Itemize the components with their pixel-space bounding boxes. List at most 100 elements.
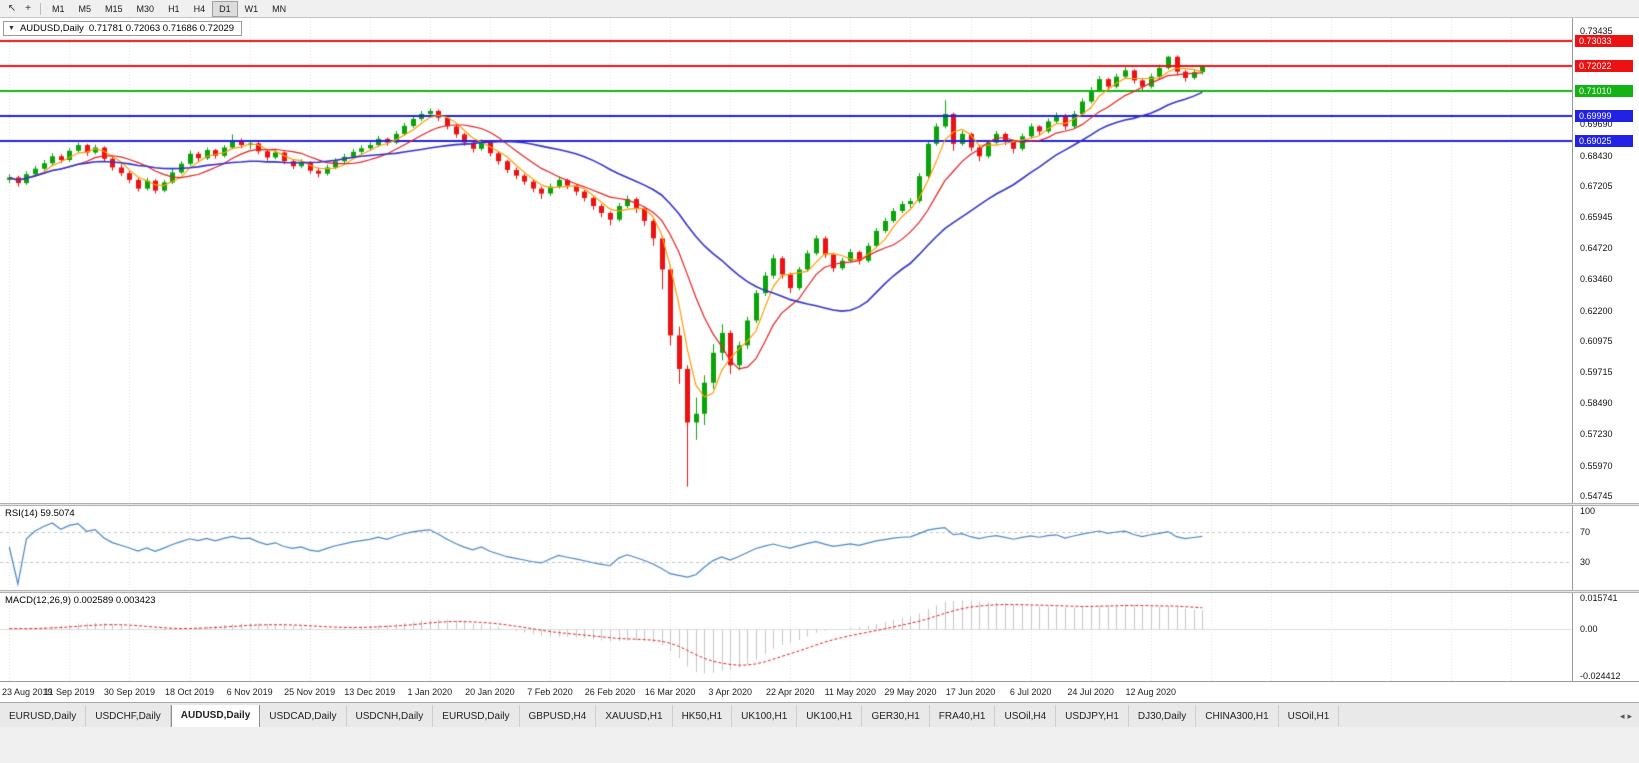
- macd-tick: 0.015741: [1580, 593, 1618, 603]
- price-tick: 0.64720: [1580, 242, 1613, 253]
- rsi-tick: 70: [1580, 527, 1591, 538]
- symbol-dropdown-icon[interactable]: ▼: [8, 25, 15, 32]
- date-label: 11 Sep 2019: [44, 687, 95, 697]
- timeframe-button-w1[interactable]: W1: [244, 3, 259, 14]
- tab-scroll-right-icon[interactable]: ▸: [1627, 710, 1632, 721]
- price-panel: 0.73435 0.69690 0.68430 0.67205 0.65945 0.647…: [0, 18, 1639, 503]
- date-label: 6 Jul 2020: [1009, 687, 1052, 697]
- macd-tick: -0.024412: [1580, 671, 1621, 681]
- price-tick: 0.55970: [1580, 460, 1613, 471]
- macd-axis[interactable]: 0.015741 0.00 -0.024412: [1572, 593, 1639, 681]
- chart-ohlc-values: 0.71781 0.72063 0.71686 0.72029: [88, 23, 235, 34]
- rsi-label: RSI(14) 59.5074: [5, 508, 75, 519]
- timeframe-button-m30[interactable]: M30: [136, 3, 155, 14]
- chart-tab[interactable]: AUDUSD,Daily: [170, 705, 261, 727]
- date-label: 29 May 2020: [884, 687, 937, 697]
- chart-tab[interactable]: GBPUSD,H4: [520, 705, 597, 727]
- chart-tab[interactable]: USDJPY,H1: [1056, 705, 1129, 727]
- chart-tab[interactable]: USOil,H4: [995, 705, 1057, 727]
- timeframe-button-m5[interactable]: M5: [78, 3, 92, 14]
- price-tick: 0.62200: [1580, 305, 1613, 316]
- chart-tab[interactable]: XAUUSD,H1: [596, 705, 673, 727]
- chart-tab[interactable]: DJ30,Daily: [1129, 705, 1197, 727]
- price-tick: 0.63460: [1580, 274, 1613, 285]
- chart-window: 0.73435 0.69690 0.68430 0.67205 0.65945 0.647…: [0, 18, 1639, 702]
- timeframe-buttons: M1 M5 M15 M30 H1 H4 D1 W1 MN: [45, 0, 293, 17]
- price-tick: 0.68430: [1580, 150, 1613, 161]
- price-line-label: 0.73033: [1575, 35, 1633, 47]
- date-label: 12 Aug 2020: [1125, 687, 1177, 697]
- date-label: 20 Jan 2020: [465, 687, 515, 697]
- chart-tab[interactable]: GER30,H1: [862, 705, 930, 727]
- timeframe-toolbar: ↖ + M1 M5 M15 M30 H1 H4 D1 W1 MN: [0, 0, 1639, 18]
- timeframe-button-h4[interactable]: H4: [193, 3, 206, 14]
- chart-tab[interactable]: EURUSD,Daily: [0, 705, 87, 727]
- macd-tick: 0.00: [1580, 623, 1598, 634]
- time-axis[interactable]: 23 Aug 2019 11 Sep 2019 30 Sep 2019 18 Oct …: [0, 681, 1639, 702]
- date-label: 17 Jun 2020: [945, 687, 996, 697]
- date-label: 11 May 2020: [824, 687, 877, 697]
- date-label: 16 Mar 2020: [644, 687, 696, 697]
- chart-tab[interactable]: USOil,H1: [1279, 705, 1340, 727]
- date-label: 18 Oct 2019: [164, 687, 215, 697]
- crosshair-icon[interactable]: +: [25, 2, 31, 14]
- timeframe-button-m15[interactable]: M15: [105, 3, 123, 14]
- toolbar-separator: [40, 2, 41, 15]
- chart-tab[interactable]: CHINA300,H1: [1196, 705, 1279, 727]
- date-label: 1 Jan 2020: [407, 687, 453, 697]
- price-tick: 0.60975: [1580, 336, 1613, 346]
- tab-scroll-arrows: ◂ ▸: [1613, 705, 1639, 727]
- chart-tab[interactable]: HK50,H1: [673, 705, 733, 727]
- timeframe-button-mn[interactable]: MN: [272, 3, 287, 14]
- macd-chart-canvas[interactable]: [0, 593, 1572, 681]
- price-tick: 0.67205: [1580, 181, 1613, 191]
- price-line-label: 0.72022: [1575, 60, 1633, 73]
- price-line-label: 0.69999: [1575, 110, 1633, 123]
- price-tick: 0.57230: [1580, 429, 1613, 440]
- chart-tab[interactable]: USDCNH,Daily: [347, 705, 434, 727]
- rsi-axis[interactable]: 100 70 30: [1572, 506, 1639, 590]
- rsi-tick: 100: [1580, 506, 1596, 516]
- chart-tab[interactable]: USDCAD,Daily: [260, 705, 347, 727]
- date-label: 26 Feb 2020: [584, 687, 636, 697]
- toolbar-icons: ↖ +: [4, 1, 36, 17]
- chart-title: AUDUSD,Daily: [19, 23, 84, 34]
- timeframe-button-m1[interactable]: M1: [52, 3, 65, 14]
- panel-splitter[interactable]: [0, 503, 1639, 506]
- price-axis[interactable]: 0.73435 0.69690 0.68430 0.67205 0.65945 0.647…: [1572, 18, 1639, 503]
- macd-label: MACD(12,26,9) 0.002589 0.003423: [5, 595, 156, 606]
- price-line-label: 0.69025: [1575, 134, 1633, 147]
- date-label: 30 Sep 2019: [103, 687, 155, 697]
- chart-tab[interactable]: UK100,H1: [732, 705, 798, 727]
- macd-panel: 0.015741 0.00 -0.024412 MACD(12,26,9) 0.00…: [0, 593, 1639, 681]
- price-tick: 0.73435: [1580, 26, 1613, 36]
- chart-title-box: ▼ AUDUSD,Daily 0.71781 0.72063 0.71686 0…: [3, 21, 243, 36]
- price-tick: 0.59715: [1580, 367, 1613, 378]
- status-area: [0, 727, 1639, 763]
- rsi-chart-canvas[interactable]: [0, 506, 1572, 590]
- date-label: 23 Aug 2019: [2, 687, 53, 697]
- rsi-tick: 30: [1580, 556, 1591, 567]
- date-label: 3 Apr 2020: [708, 687, 752, 697]
- timeframe-button-d1[interactable]: D1: [212, 0, 238, 17]
- timeframe-button-h1[interactable]: H1: [168, 3, 180, 14]
- tab-bar: EURUSD,Daily USDCHF,Daily AUDUSD,Daily USDC…: [0, 702, 1639, 727]
- date-label: 25 Nov 2019: [284, 687, 336, 697]
- price-tick: 0.69690: [1580, 119, 1613, 130]
- panel-splitter[interactable]: [0, 590, 1639, 593]
- chart-tab[interactable]: FRA40,H1: [930, 705, 996, 727]
- date-label: 6 Nov 2019: [226, 687, 273, 697]
- date-label: 13 Dec 2019: [344, 687, 396, 697]
- cursor-icon[interactable]: ↖: [7, 2, 17, 14]
- chart-tab[interactable]: UK100,H1: [797, 705, 863, 727]
- chart-tab[interactable]: EURUSD,Daily: [433, 705, 520, 727]
- rsi-panel: 100 70 30 RSI(14) 59.5074: [0, 506, 1639, 590]
- date-label: 24 Jul 2020: [1067, 687, 1114, 697]
- tab-list: EURUSD,Daily USDCHF,Daily AUDUSD,Daily USDC…: [0, 705, 1613, 727]
- date-label: 7 Feb 2020: [527, 687, 573, 697]
- date-label: 22 Apr 2020: [766, 687, 815, 697]
- price-line-label: 0.71010: [1575, 85, 1633, 98]
- tab-scroll-left-icon[interactable]: ◂: [1619, 710, 1625, 721]
- chart-tab[interactable]: USDCHF,Daily: [86, 705, 171, 727]
- price-chart-canvas[interactable]: [0, 18, 1572, 503]
